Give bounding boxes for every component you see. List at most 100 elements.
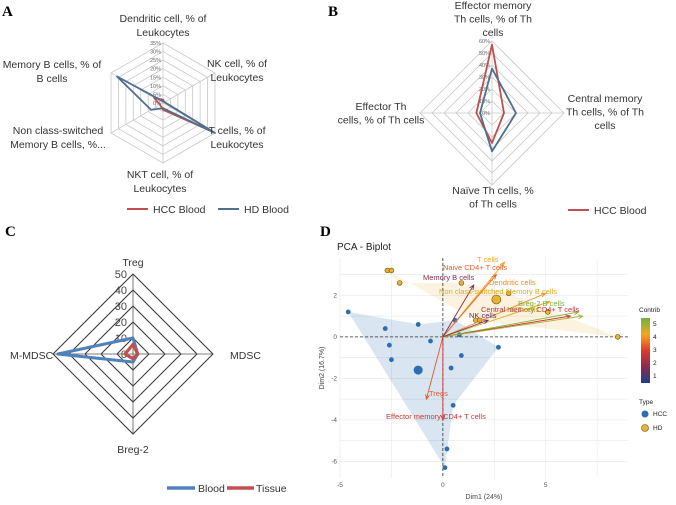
- axis-label: Dendritic cell, % of: [120, 13, 207, 25]
- type-legend-label: HD: [653, 425, 663, 432]
- legend-label: HCC Blood: [153, 204, 206, 216]
- type-legend-title: Type: [639, 399, 653, 406]
- hd-point: [458, 280, 465, 286]
- hd-point: [615, 334, 621, 340]
- variable-label: Breg-2 B cells: [518, 299, 565, 308]
- series-line: [116, 75, 216, 134]
- hd-point: [545, 309, 551, 315]
- axis-label: MDSC: [230, 350, 261, 362]
- axis-label: Leukocytes: [133, 183, 186, 195]
- hcc-point: [496, 344, 501, 350]
- tick-label: 25%: [150, 58, 161, 64]
- variable-label: NKT cells: [507, 305, 539, 314]
- tick-label: 15%: [150, 75, 161, 81]
- tick-label: 5: [544, 482, 548, 489]
- variable-arrow: [442, 301, 550, 338]
- axis-label: Memory B cells, %...: [10, 139, 106, 151]
- variable-label: Non class-switched Memory B cells: [439, 287, 557, 296]
- pca-biplot: PCA - Biplot -5 0 5 -6 -4 -2 0 2 Dim1 (24%) Dim2 (…: [319, 242, 667, 501]
- tick-label: 30%: [150, 50, 161, 56]
- arrow-head: [425, 394, 430, 401]
- legend-label: HD Blood: [244, 204, 289, 216]
- colorbar: [641, 318, 650, 383]
- tick-label: 10%: [150, 84, 161, 90]
- colorbar-tick: 1: [653, 373, 657, 380]
- legend-label: Tissue: [256, 483, 287, 495]
- arrow-head: [491, 273, 498, 280]
- series-line: [475, 43, 505, 144]
- tick-label: -5: [337, 482, 343, 489]
- hcc-centroid: [413, 365, 423, 375]
- variable-arrow: [442, 311, 579, 338]
- axis-label: M-MDSC: [10, 350, 54, 362]
- axis-label: cells, % of Th cells: [338, 115, 425, 127]
- hcc-point: [345, 309, 351, 315]
- hcc-point: [442, 465, 448, 471]
- axis-label: Leukocytes: [210, 139, 263, 151]
- axis-label: B cells: [37, 73, 68, 85]
- colorbar-title: Contrib: [639, 307, 660, 314]
- variable-arrow: [442, 284, 475, 338]
- type-legend-hd-swatch: [641, 424, 649, 432]
- panel-label-a: A: [2, 4, 13, 20]
- hcc-point: [428, 338, 433, 344]
- tick-label: 60%: [479, 39, 490, 45]
- variable-arrow: [442, 292, 546, 338]
- variable-arrow: [442, 319, 489, 338]
- chart-title: PCA - Biplot: [337, 242, 391, 253]
- variable-label: Tregs: [429, 389, 448, 398]
- hcc-point: [458, 353, 464, 358]
- panel-label-d: D: [320, 224, 331, 240]
- radar-chart-a: 0% 5% 10% 15% 20% 25% 30% 35% Dendritic cell, % …: [3, 13, 289, 216]
- hcc-point: [389, 357, 394, 363]
- x-axis-title: Dim1 (24%): [466, 494, 503, 501]
- axis-label: Treg: [122, 257, 143, 269]
- tick-label: 40: [115, 285, 127, 297]
- arrow-head: [544, 300, 551, 306]
- arrow-head: [440, 415, 446, 422]
- hcc-hull: [348, 311, 499, 468]
- colorbar-tick: 2: [653, 360, 657, 367]
- arrow-head: [499, 261, 506, 268]
- tick-label: 20: [115, 317, 127, 329]
- variable-label: NK cells: [469, 311, 497, 320]
- variable-arrow: [442, 274, 497, 338]
- variable-label: T cells: [477, 255, 499, 264]
- axis-label: of Th cells: [469, 199, 517, 211]
- hcc-point: [444, 446, 450, 452]
- axis-spoke: [162, 72, 216, 104]
- arrow-head: [577, 314, 584, 320]
- tick-label: -6: [331, 458, 337, 465]
- series-line: [123, 342, 140, 361]
- arrow-head: [469, 283, 475, 290]
- tick-label: 50%: [479, 51, 490, 57]
- panel-label-c: C: [5, 224, 16, 240]
- colorbar-tick: 4: [653, 334, 657, 341]
- tick-label: 20%: [150, 67, 161, 73]
- plot-area: [340, 258, 628, 478]
- hd-point: [505, 290, 512, 296]
- tick-label: 0%: [482, 111, 490, 117]
- legend-label: Blood: [198, 483, 225, 495]
- hcc-point: [450, 402, 456, 408]
- axis-label: NKT cell, % of: [127, 169, 193, 181]
- axis-label: Naïve Th cells, %: [452, 185, 534, 197]
- tick-label: 50: [115, 269, 127, 281]
- tick-label: 20%: [479, 87, 490, 93]
- hd-hull: [387, 270, 618, 337]
- type-legend-hcc-swatch: [641, 410, 649, 418]
- hcc-point: [448, 365, 454, 371]
- tick-label: 10%: [479, 99, 490, 105]
- variable-arrow: [425, 336, 444, 400]
- arrow-head: [540, 292, 547, 298]
- tick-label: 0: [441, 482, 445, 489]
- y-axis-title: Dim2 (16.7%): [319, 347, 326, 390]
- axis-label: cells: [482, 27, 503, 39]
- variable-label: Naive CD4+ T cells: [443, 263, 507, 272]
- axis-label: Effector memory: [455, 0, 533, 12]
- tick-label: 0%: [153, 101, 161, 107]
- tick-label: 5%: [153, 92, 161, 98]
- tick-label: -4: [331, 417, 337, 424]
